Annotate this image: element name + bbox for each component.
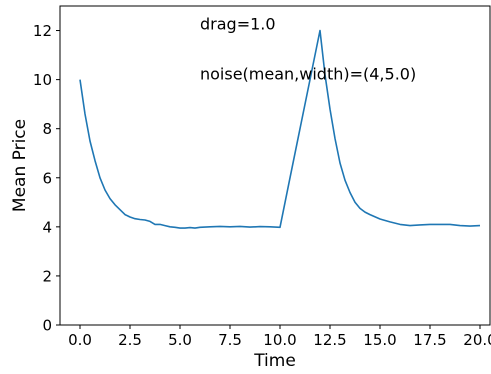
x-tick-label: 12.5 bbox=[313, 331, 346, 349]
x-axis-ticks: 0.0 2.5 5.0 7.5 10.0 12.5 15.0 17.5 20.0 bbox=[68, 325, 491, 349]
y-tick-label: 0 bbox=[42, 317, 52, 335]
annotation-text: drag=1.0 bbox=[200, 14, 276, 33]
x-tick-label: 0.0 bbox=[68, 331, 92, 349]
y-tick-label: 6 bbox=[42, 169, 52, 187]
x-tick-label: 5.0 bbox=[168, 331, 192, 349]
x-tick-label: 15.0 bbox=[363, 331, 396, 349]
plot-frame bbox=[59, 5, 491, 326]
x-tick-label: 2.5 bbox=[118, 331, 142, 349]
series-line bbox=[79, 29, 481, 229]
series-group bbox=[79, 29, 481, 229]
annotation-text: noise(mean,width)=(4,5.0) bbox=[200, 65, 416, 84]
y-tick-label: 8 bbox=[42, 120, 52, 138]
y-tick-label: 2 bbox=[42, 267, 52, 285]
y-tick-label: 4 bbox=[42, 218, 52, 236]
y-axis-label: Mean Price bbox=[10, 119, 30, 212]
y-axis-ticks: 0 2 4 6 8 10 12 bbox=[33, 22, 60, 335]
y-tick-label: 10 bbox=[33, 71, 52, 89]
x-axis-label: Time bbox=[253, 351, 296, 370]
x-tick-label: 17.5 bbox=[413, 331, 446, 349]
axes bbox=[59, 5, 491, 326]
x-tick-label: 10.0 bbox=[263, 331, 296, 349]
x-tick-label: 20.0 bbox=[463, 331, 491, 349]
annotations: drag=1.0 noise(mean,width)=(4,5.0) bbox=[200, 14, 416, 83]
x-tick-label: 7.5 bbox=[218, 331, 242, 349]
y-tick-label: 12 bbox=[33, 22, 52, 40]
